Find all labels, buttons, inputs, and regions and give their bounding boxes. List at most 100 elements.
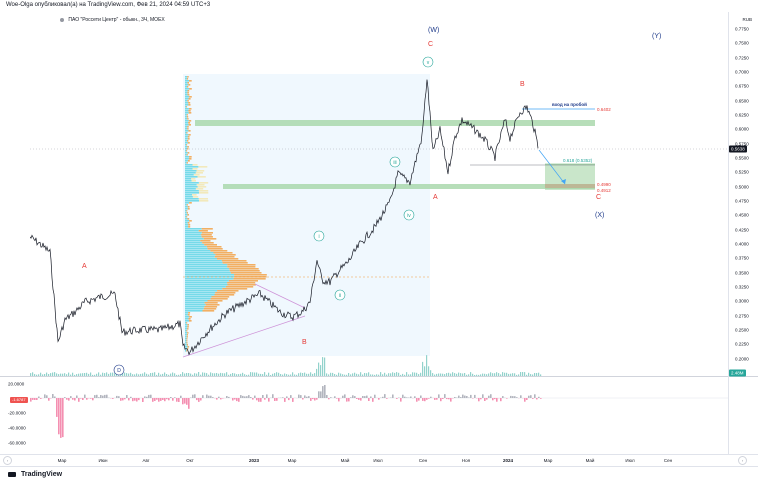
volume-bar: [318, 363, 319, 376]
volume-profile-bar: [199, 200, 208, 202]
volume-profile-bar: [185, 114, 187, 116]
oscillator-bar: [464, 396, 466, 398]
oscillator-bar: [298, 395, 300, 398]
volume-profile-bar: [187, 128, 188, 130]
volume-profile-bar: [185, 80, 189, 82]
volume-profile-bar: [185, 86, 187, 88]
oscillator-bar: [320, 391, 322, 398]
volume-profile-bar: [185, 188, 196, 190]
oscillator-bar: [122, 398, 124, 400]
volume-profile-bar: [188, 84, 190, 86]
price-tick: 0.4500: [735, 213, 749, 218]
volume-profile-bar: [185, 350, 186, 352]
nav-right-button[interactable]: ›: [738, 456, 747, 465]
oscillator-bar: [462, 395, 464, 398]
volume-profile-bar: [185, 94, 188, 96]
oscillator-bar: [226, 396, 228, 398]
volume-profile-bar: [185, 268, 229, 270]
volume-profile-bar: [234, 274, 267, 276]
oscillator-bar: [482, 394, 484, 398]
volume-profile-bar: [185, 292, 215, 294]
oscillator-bar: [212, 397, 214, 398]
pane-separator[interactable]: [0, 376, 758, 377]
price-tick: 0.7000: [735, 69, 749, 74]
oscillator-bar: [256, 398, 258, 400]
volume-profile-bar: [197, 170, 205, 172]
oscillator-bar: [362, 396, 364, 398]
volume-profile-bar: [185, 166, 198, 168]
volume-profile-bar: [189, 108, 192, 110]
volume-profile-bar: [194, 174, 200, 176]
oscillator-bar: [210, 396, 212, 398]
target-1-annotation: 0.4990: [597, 182, 611, 187]
oscillator-bar: [372, 398, 374, 402]
volume-profile-bar: [185, 194, 192, 196]
volume-profile-bar: [188, 104, 190, 106]
volume-profile-bar: [185, 260, 222, 262]
price-chart-pane[interactable]: (W) C (Y) B A C (X) A B v iii iv i ii D …: [30, 12, 728, 376]
oscillator-bar: [170, 397, 172, 398]
volume-profile-bar: [188, 138, 190, 140]
oscillator-bar: [538, 397, 540, 398]
volume-profile-bar: [189, 96, 192, 98]
oscillator-bar: [288, 398, 290, 400]
oscillator-bar: [492, 398, 494, 400]
volume-profile-bar: [199, 230, 208, 232]
volume-profile-bar: [188, 134, 190, 136]
price-tick: 0.7500: [735, 41, 749, 46]
oscillator-bar: [466, 396, 468, 398]
volume-profile-area: [183, 74, 430, 356]
volume-profile-bar: [185, 324, 187, 326]
oscillator-bar: [344, 394, 346, 398]
volume-profile-bar: [188, 224, 190, 226]
volume-profile-bar: [185, 200, 199, 202]
volume-profile-bar: [185, 298, 211, 300]
oscillator-pane[interactable]: [30, 378, 728, 454]
volume-profile-bar: [185, 186, 198, 188]
oscillator-bar: [82, 398, 84, 400]
tradingview-logo[interactable]: TradingView: [8, 471, 62, 478]
volume-profile-bar: [192, 194, 197, 196]
volume-profile-bar: [185, 322, 186, 324]
volume-profile-bar: [185, 204, 187, 206]
oscillator-bar: [48, 398, 50, 401]
nav-left-button[interactable]: ‹: [3, 456, 12, 465]
volume-profile-bar: [185, 196, 193, 198]
oscillator-bar: [188, 398, 190, 409]
oscillator-bar: [496, 398, 498, 402]
volume-profile-bar: [185, 84, 188, 86]
oscillator-bar: [488, 396, 490, 398]
oscillator-bar: [414, 396, 416, 398]
wave-b-top-label: B: [520, 81, 525, 88]
oscillator-bar: [352, 395, 354, 398]
oscillator-bar: [382, 397, 384, 398]
oscillator-bar: [162, 398, 164, 400]
volume-profile-bar: [185, 214, 187, 216]
price-tick: 0.5250: [735, 170, 749, 175]
oscillator-bar: [168, 398, 170, 400]
volume-profile-bar: [185, 246, 207, 248]
volume-profile-bar: [215, 294, 235, 296]
oscillator-bar: [234, 398, 236, 400]
volume-profile-bar: [185, 78, 187, 80]
oscillator-bar: [438, 394, 440, 398]
oscillator-bar: [60, 398, 62, 438]
osc-tick: -60.0000: [8, 441, 26, 446]
volume-profile-bar: [185, 138, 188, 140]
tradingview-logo-icon: [8, 472, 16, 477]
volume-profile-bar: [188, 110, 190, 112]
volume-profile-bar: [185, 342, 187, 344]
volume-profile-bar: [185, 288, 222, 290]
volume-profile-bar: [185, 318, 188, 320]
oscillator-bar: [450, 398, 452, 402]
price-tick: 0.3250: [735, 284, 749, 289]
oscillator-bar: [152, 398, 154, 402]
volume-profile-bar: [185, 228, 202, 230]
oscillator-bar: [244, 396, 246, 398]
time-tick: Мар: [544, 458, 553, 463]
fib-annotation: 0.618 (0.5352): [563, 158, 593, 163]
oscillator-bar: [410, 397, 412, 399]
tradingview-brand: TradingView: [21, 471, 62, 478]
volume-profile-bar: [189, 202, 192, 204]
